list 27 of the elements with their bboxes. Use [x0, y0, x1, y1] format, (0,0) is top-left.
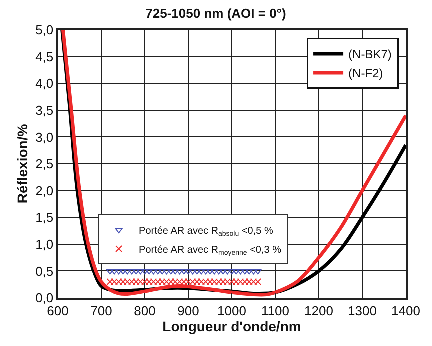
legend-label: Portée AR avec R$_{absolu}$ <0,5 %	[139, 226, 274, 238]
x-tick-label: 1000	[218, 303, 246, 318]
x-tick-label: 1200	[304, 303, 334, 318]
legend-label: (N-F2)	[348, 66, 384, 81]
x-tick-label: 900	[178, 303, 200, 318]
x-tick-label: 800	[134, 303, 156, 318]
x-tick-label: 1100	[262, 303, 290, 318]
y-tick-label: 3,5	[36, 102, 54, 118]
y-axis-title: Réflexion/%	[14, 124, 31, 204]
y-tick-label: 4,0	[36, 76, 54, 92]
y-tick-label: 2,0	[36, 183, 54, 198]
y-tick-label: 2,5	[36, 156, 54, 172]
y-tick-label: 3,0	[36, 130, 54, 145]
legend-label: Portée AR avec R$_{moyenne}$ <0,3 %	[139, 244, 282, 257]
y-tick-label: 4,5	[36, 49, 54, 64]
y-tick-label: 1,0	[36, 236, 54, 252]
y-tick-label: 1,5	[36, 210, 54, 226]
x-tick-label: 1400	[392, 303, 420, 318]
y-tick-label: 0,0	[36, 290, 54, 306]
x-axis-title: Longueur d'onde/nm	[162, 318, 302, 334]
legend-label: (N-BK7)	[348, 48, 392, 62]
x-tick-label: 700	[90, 303, 112, 318]
y-tick-label: 5,0	[36, 22, 54, 38]
x-tick-label: 600	[47, 303, 69, 318]
x-tick-label: 1300	[348, 303, 377, 318]
y-tick-label: 0,5	[36, 264, 54, 279]
chart-title: 725-1050 nm (AOI = 0°)	[146, 6, 286, 21]
